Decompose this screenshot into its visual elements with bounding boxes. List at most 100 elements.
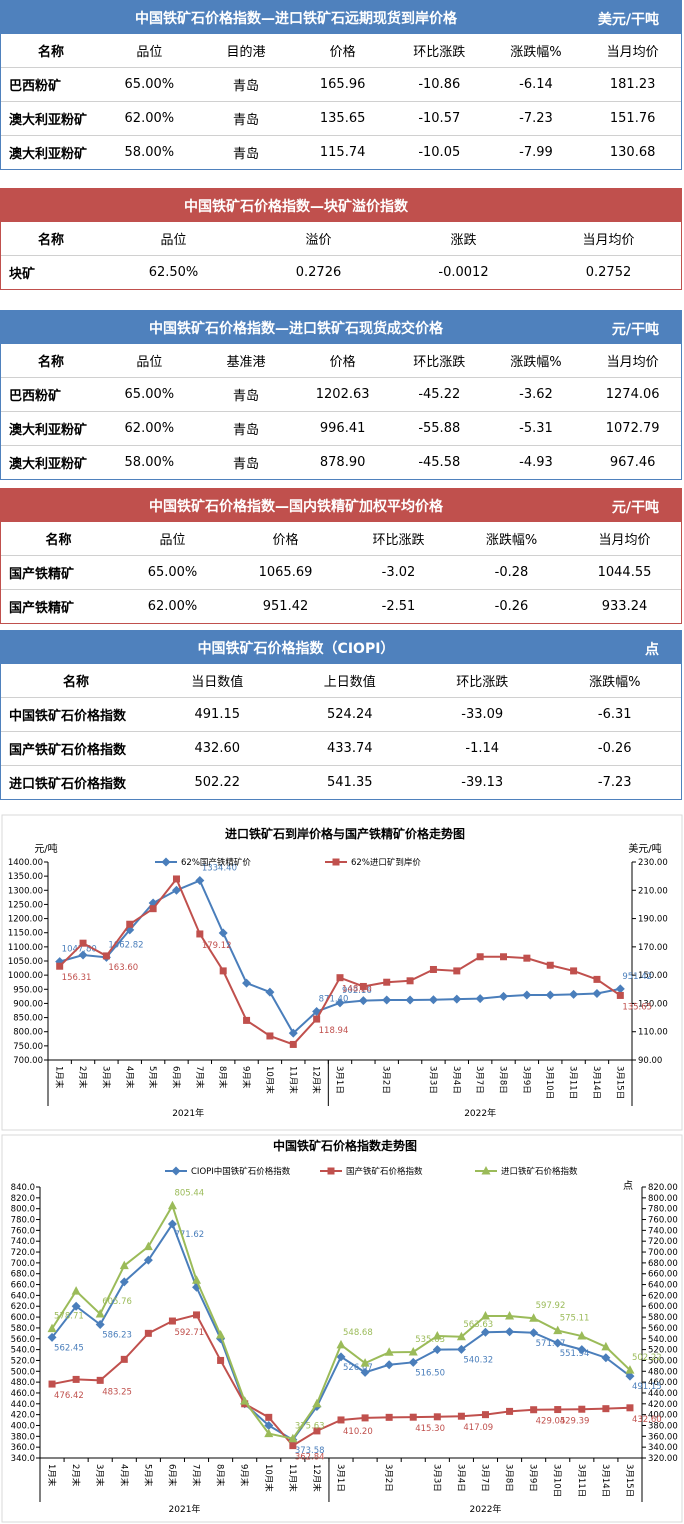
table-body: 国产铁精矿 65.00% 1065.69 -3.02 -0.28 1044.55 国产铁精矿…	[1, 555, 681, 624]
price-table: 中国铁矿石价格指数—进口铁矿石现货成交价格 元/干吨 名称 品位 基准港 价格 环比涨跌 涨跌…	[0, 310, 682, 480]
marker	[312, 1398, 322, 1408]
x-tick-label: 7月末	[191, 1464, 202, 1487]
table-cell: 65.00%	[147, 565, 198, 580]
marker	[265, 1413, 273, 1421]
x-tick-label: 3月11日	[568, 1066, 578, 1099]
y-tick-label: 1200.00	[8, 915, 43, 925]
legend-marker	[327, 1167, 335, 1175]
y-tick-label: 380.0	[11, 1432, 35, 1442]
y-tick-label: 420.0	[11, 1411, 35, 1421]
y2-unit: 美元/吨	[628, 842, 661, 855]
marker	[242, 978, 252, 988]
marker	[457, 1412, 465, 1420]
table-cell: 青岛	[232, 147, 259, 162]
value-label: 597.92	[536, 1301, 566, 1311]
table-cell: -10.05	[418, 145, 461, 160]
y2-tick-label: 440.00	[648, 1389, 678, 1399]
x-tick-label: 3月末	[94, 1464, 105, 1487]
y2-tick-label: 230.00	[638, 858, 668, 868]
legend-marker	[161, 857, 171, 867]
marker	[480, 1310, 490, 1320]
x-tick-label: 3月7日	[474, 1066, 484, 1094]
x-tick-label: 3月3日	[427, 1066, 437, 1094]
marker	[456, 1344, 466, 1354]
value-label: 410.20	[343, 1427, 373, 1437]
x-tick-label: 5月末	[147, 1066, 158, 1089]
marker	[506, 1407, 514, 1415]
marker	[615, 984, 625, 994]
value-label: 429.05	[536, 1417, 566, 1427]
legend-label: 62%进口矿到岸价	[351, 857, 421, 868]
marker	[452, 994, 462, 1004]
marker	[385, 1413, 393, 1421]
table-grid: 名称 当日数值 上日数值 环比涨跌 涨跌幅% 中国铁矿石价格指数 491.15 524.24 -…	[1, 664, 681, 799]
table-cell: 1065.69	[258, 565, 313, 580]
table-grid: 名称 品位 基准港 价格 环比涨跌 涨跌幅% 当月均价 巴西粉矿 65.00% 青岛 1202.63…	[1, 344, 681, 479]
value-label: 502.22	[632, 1353, 662, 1363]
table-cell: 1274.06	[605, 387, 660, 402]
column-header: 名称	[37, 233, 64, 248]
y-tick-label: 600.0	[11, 1313, 35, 1323]
column-header: 涨跌	[450, 233, 477, 248]
table-row: 进口铁矿石价格指数 502.22 541.35 -39.13 -7.23	[1, 765, 681, 800]
table-unit: 点	[645, 642, 659, 658]
marker	[336, 1352, 346, 1362]
value-label: 771.62	[174, 1230, 204, 1240]
table-cell: -7.23	[519, 111, 553, 126]
marker	[56, 962, 64, 970]
marker	[593, 975, 601, 983]
column-header: 当月均价	[582, 233, 635, 248]
column-header: 价格	[329, 45, 356, 60]
y-tick-label: 800.00	[13, 1028, 43, 1038]
y-tick-label: 900.00	[13, 999, 43, 1009]
marker	[335, 998, 345, 1008]
y-tick-label: 780.0	[11, 1216, 35, 1226]
value-label: 1062.82	[108, 940, 143, 950]
marker	[405, 995, 415, 1005]
table-cell: 块矿	[9, 267, 36, 282]
value-label: 417.09	[463, 1423, 493, 1433]
marker	[289, 1442, 297, 1450]
y-tick-label: 660.0	[11, 1281, 35, 1291]
y-tick-label: 480.0	[11, 1378, 35, 1388]
y-tick-label: 820.0	[11, 1194, 35, 1204]
marker	[313, 1015, 321, 1023]
marker	[553, 1325, 563, 1335]
table-cell: 58.00%	[124, 145, 175, 160]
group-label: 2021年	[169, 1503, 201, 1515]
y-tick-label: 640.0	[11, 1291, 35, 1301]
y-tick-label: 950.00	[13, 985, 43, 995]
value-label: 373.58	[295, 1446, 325, 1456]
table-grid: 名称 品位 价格 环比涨跌 涨跌幅% 当月均价 国产铁精矿 65.00% 1065.69 -3.0…	[1, 522, 681, 623]
marker	[529, 1328, 539, 1338]
table-cell: -0.26	[494, 599, 529, 614]
table-cell: 中国铁矿石价格指数	[9, 709, 127, 724]
x-tick-label: 3月14日	[591, 1066, 601, 1099]
column-header: 价格	[329, 355, 356, 370]
marker	[360, 1367, 370, 1377]
legend-label: 国产铁矿石价格指数	[346, 1166, 423, 1177]
price-table: 中国铁矿石价格指数—进口铁矿石远期现货到岸价格 美元/干吨 名称 品位 目的港 价格 环比涨…	[0, 0, 682, 170]
table-cell: -10.86	[418, 77, 461, 92]
y2-tick-label: 540.00	[648, 1335, 678, 1345]
value-label: 563.63	[463, 1320, 493, 1330]
table-cell: -33.09	[461, 707, 504, 722]
table-cell: -6.31	[597, 707, 632, 722]
marker	[95, 1308, 105, 1318]
value-label: 375.63	[295, 1422, 325, 1432]
legend-label: 进口铁矿石价格指数	[501, 1166, 578, 1177]
header-row: 名称 品位 基准港 价格 环比涨跌 涨跌幅% 当月均价	[1, 344, 681, 378]
x-tick-label: 3月2日	[381, 1066, 391, 1094]
marker	[196, 930, 204, 938]
x-tick-label: 4月末	[118, 1464, 129, 1487]
x-tick-label: 2月末	[70, 1464, 81, 1487]
marker	[625, 1365, 635, 1374]
y-tick-label: 720.0	[11, 1248, 35, 1258]
marker	[71, 1301, 81, 1311]
marker	[243, 1016, 251, 1024]
marker	[429, 965, 437, 973]
x-tick-label: 6月末	[166, 1464, 177, 1487]
y-tick-label: 850.00	[13, 1014, 43, 1024]
marker	[505, 1310, 515, 1320]
x-tick-label: 2月末	[77, 1066, 88, 1089]
